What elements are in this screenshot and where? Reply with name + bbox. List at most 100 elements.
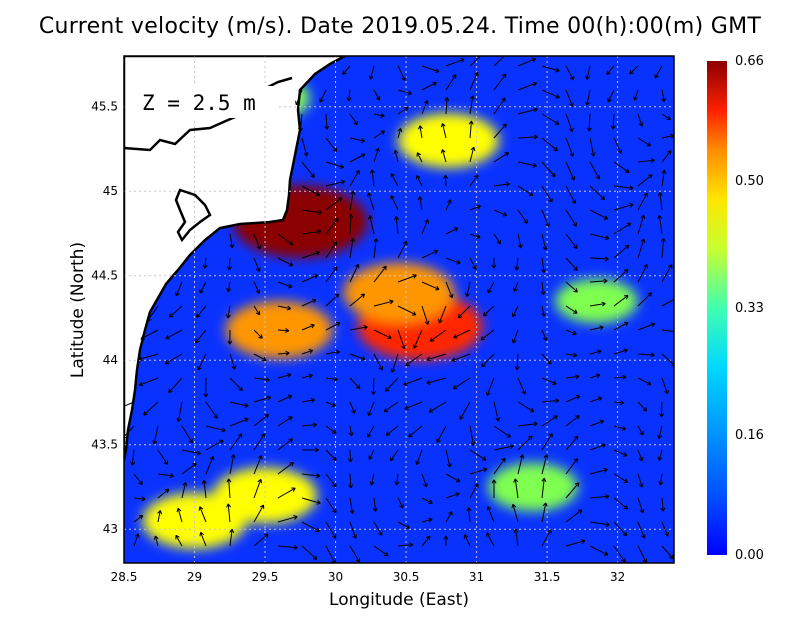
velocity-arrow	[469, 233, 481, 239]
y-tick-label: 43.5	[91, 438, 118, 452]
velocity-arrow	[349, 169, 360, 187]
velocity-arrow	[445, 199, 452, 211]
velocity-arrow	[227, 257, 233, 271]
velocity-arrow	[540, 281, 546, 296]
velocity-arrow	[397, 273, 417, 283]
velocity-arrow	[613, 321, 629, 331]
velocity-arrow	[453, 329, 471, 339]
velocity-arrow	[133, 473, 143, 486]
velocity-arrow	[229, 433, 243, 451]
velocity-arrow	[565, 482, 580, 499]
velocity-arrow	[463, 534, 471, 547]
velocity-arrow	[229, 353, 237, 370]
velocity-arrow	[589, 161, 601, 180]
velocity-arrow	[426, 353, 447, 362]
velocity-arrow	[565, 137, 575, 157]
velocity-arrow	[175, 281, 183, 297]
velocity-arrow	[457, 305, 471, 319]
velocity-arrow	[607, 89, 615, 103]
velocity-arrow	[464, 281, 471, 297]
velocity-arrow	[390, 195, 399, 211]
speed-feature	[555, 278, 638, 324]
velocity-arrow	[205, 425, 226, 433]
velocity-arrow	[277, 233, 294, 246]
velocity-arrow	[586, 113, 592, 132]
velocity-arrow	[253, 281, 261, 294]
velocity-arrow	[277, 515, 298, 523]
velocity-arrow	[517, 57, 537, 67]
velocity-arrow	[661, 150, 672, 163]
x-tick-label: 30	[328, 570, 343, 584]
velocity-arrow	[349, 113, 358, 126]
velocity-arrow	[373, 147, 380, 163]
speed-feature	[488, 462, 578, 512]
velocity-arrow	[436, 425, 447, 443]
velocity-arrow	[348, 473, 354, 489]
velocity-arrow	[661, 264, 673, 283]
velocity-arrow	[511, 329, 519, 344]
colorbar-tick-label: 0.00	[735, 548, 764, 563]
velocity-arrow	[348, 425, 354, 437]
velocity-arrow	[408, 425, 423, 438]
velocity-arrow	[468, 120, 474, 139]
velocity-arrow	[613, 348, 628, 355]
velocity-arrow	[416, 152, 423, 163]
velocity-arrow	[373, 130, 386, 139]
velocity-arrow	[277, 394, 293, 403]
velocity-arrow	[325, 293, 340, 307]
velocity-arrow	[397, 89, 412, 96]
velocity-arrow	[229, 528, 235, 547]
velocity-arrow	[301, 250, 320, 259]
velocity-arrow	[589, 301, 606, 307]
velocity-arrow	[493, 152, 510, 163]
velocity-arrow	[482, 305, 495, 317]
velocity-arrow	[517, 161, 537, 168]
velocity-arrow	[133, 533, 140, 547]
velocity-arrow	[541, 433, 553, 451]
velocity-arrow	[660, 497, 666, 512]
velocity-arrow	[657, 192, 663, 211]
speed-feature	[142, 492, 247, 549]
velocity-arrow	[517, 233, 523, 249]
velocity-arrow	[325, 217, 339, 235]
velocity-arrow	[565, 305, 578, 314]
velocity-arrow	[370, 377, 376, 395]
plot-frame	[123, 55, 675, 564]
velocity-arrow	[633, 89, 639, 101]
velocity-arrow	[452, 377, 471, 390]
velocity-arrow	[181, 449, 201, 456]
velocity-arrow	[325, 161, 345, 169]
velocity-arrow	[325, 449, 337, 461]
velocity-arrow	[565, 539, 586, 547]
velocity-arrow	[613, 425, 627, 431]
velocity-arrow	[253, 353, 267, 362]
velocity-arrow	[205, 455, 215, 475]
velocity-arrow	[397, 305, 417, 316]
velocity-arrow	[325, 401, 336, 408]
velocity-arrow	[493, 56, 508, 67]
velocity-arrow	[469, 174, 479, 187]
velocity-arrow	[229, 233, 235, 249]
velocity-arrow	[589, 137, 596, 157]
x-tick-label: 31.5	[534, 570, 561, 584]
chart-title: Current velocity (m/s). Date 2019.05.24.…	[38, 14, 762, 39]
velocity-arrow	[654, 65, 663, 79]
velocity-arrow	[394, 216, 399, 235]
velocity-arrow	[585, 65, 591, 80]
velocity-arrow	[176, 401, 183, 422]
velocity-arrow	[487, 281, 495, 294]
velocity-arrow	[199, 531, 207, 547]
velocity-arrow	[301, 161, 315, 178]
velocity-arrow	[658, 473, 664, 486]
velocity-arrow	[469, 71, 479, 91]
velocity-arrow	[445, 449, 452, 468]
velocity-arrow	[301, 397, 316, 403]
velocity-arrow	[517, 401, 535, 413]
velocity-arrow	[637, 473, 644, 488]
velocity-arrow	[541, 185, 553, 203]
velocity-arrow	[325, 497, 337, 514]
velocity-arrow	[421, 305, 430, 325]
colorbar	[707, 61, 727, 555]
velocity-arrow	[421, 249, 439, 259]
velocity-arrow	[196, 305, 207, 318]
